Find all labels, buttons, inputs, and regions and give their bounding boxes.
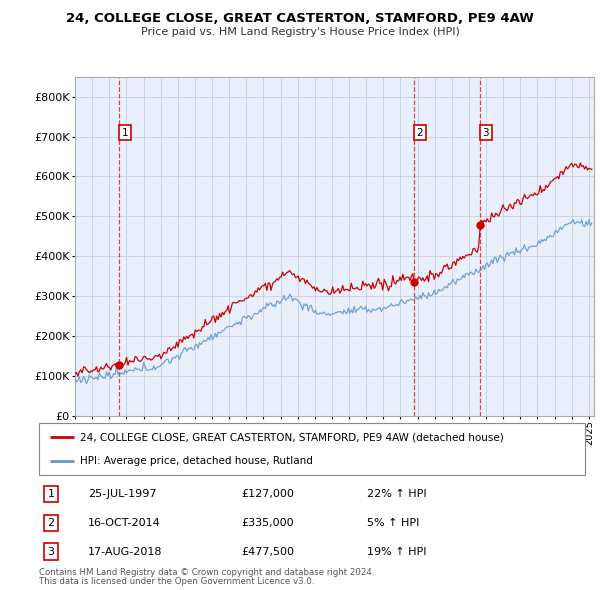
- Text: Price paid vs. HM Land Registry's House Price Index (HPI): Price paid vs. HM Land Registry's House …: [140, 27, 460, 37]
- Text: £335,000: £335,000: [241, 518, 293, 527]
- Text: 16-OCT-2014: 16-OCT-2014: [88, 518, 161, 527]
- Text: 5% ↑ HPI: 5% ↑ HPI: [367, 518, 419, 527]
- Text: £127,000: £127,000: [241, 489, 294, 499]
- Text: 3: 3: [482, 127, 489, 137]
- Text: 2: 2: [47, 518, 55, 527]
- Text: 25-JUL-1997: 25-JUL-1997: [88, 489, 157, 499]
- Text: 1: 1: [122, 127, 128, 137]
- Text: 2: 2: [416, 127, 423, 137]
- Text: £477,500: £477,500: [241, 546, 294, 556]
- Text: 1: 1: [47, 489, 55, 499]
- Text: 17-AUG-2018: 17-AUG-2018: [88, 546, 163, 556]
- Text: This data is licensed under the Open Government Licence v3.0.: This data is licensed under the Open Gov…: [39, 577, 314, 586]
- Text: 22% ↑ HPI: 22% ↑ HPI: [367, 489, 426, 499]
- Text: 24, COLLEGE CLOSE, GREAT CASTERTON, STAMFORD, PE9 4AW: 24, COLLEGE CLOSE, GREAT CASTERTON, STAM…: [66, 12, 534, 25]
- Text: 3: 3: [47, 546, 55, 556]
- Text: Contains HM Land Registry data © Crown copyright and database right 2024.: Contains HM Land Registry data © Crown c…: [39, 568, 374, 576]
- Text: 24, COLLEGE CLOSE, GREAT CASTERTON, STAMFORD, PE9 4AW (detached house): 24, COLLEGE CLOSE, GREAT CASTERTON, STAM…: [80, 432, 504, 442]
- Text: 19% ↑ HPI: 19% ↑ HPI: [367, 546, 426, 556]
- Text: HPI: Average price, detached house, Rutland: HPI: Average price, detached house, Rutl…: [80, 456, 313, 466]
